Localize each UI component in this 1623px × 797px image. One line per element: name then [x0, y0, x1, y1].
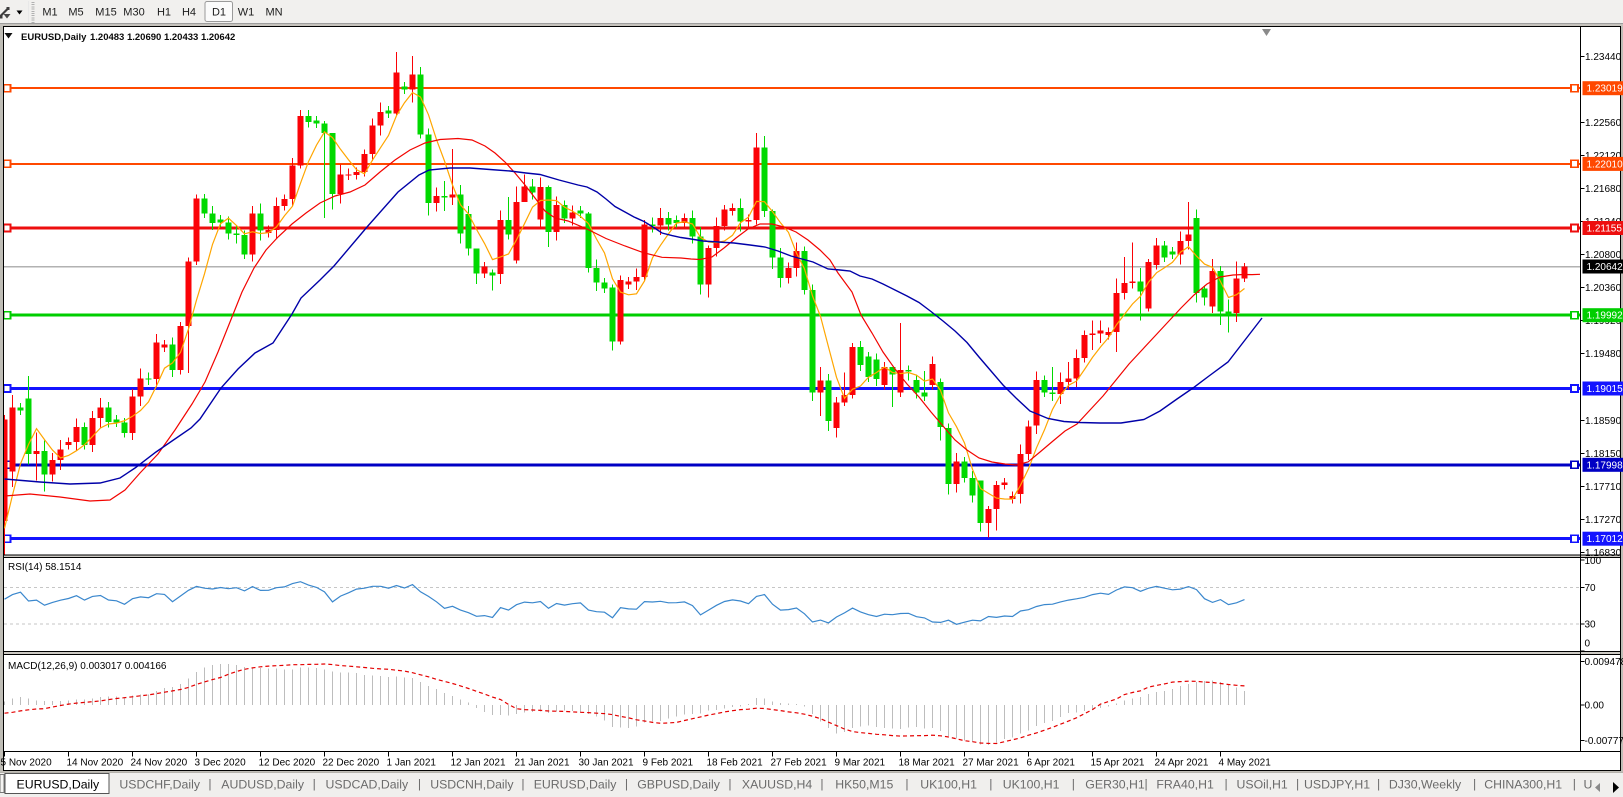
svg-text:AUDUSD,Daily: AUDUSD,Daily: [221, 778, 305, 792]
svg-text:30 Jan 2021: 30 Jan 2021: [579, 758, 634, 769]
svg-text:70: 70: [1585, 583, 1597, 594]
svg-text:1.21680: 1.21680: [1585, 184, 1622, 195]
svg-text:1.17710: 1.17710: [1585, 482, 1622, 493]
svg-text:DJ30,Weekly: DJ30,Weekly: [1389, 778, 1462, 792]
svg-text:9 Mar 2021: 9 Mar 2021: [835, 758, 886, 769]
svg-text:|: |: [1377, 777, 1380, 791]
svg-text:3 Dec 2020: 3 Dec 2020: [195, 758, 247, 769]
svg-text:|: |: [521, 777, 524, 791]
svg-text:1.17012: 1.17012: [1587, 534, 1623, 545]
svg-text:USDJPY,H1: USDJPY,H1: [1304, 778, 1370, 792]
svg-text:24 Nov 2020: 24 Nov 2020: [131, 758, 188, 769]
svg-text:100: 100: [1585, 556, 1602, 567]
svg-text:H4: H4: [182, 7, 196, 19]
svg-text:1.16830: 1.16830: [1585, 548, 1622, 559]
svg-text:18 Mar 2021: 18 Mar 2021: [899, 758, 956, 769]
svg-text:USDCAD,Daily: USDCAD,Daily: [326, 778, 410, 792]
svg-text:EURUSD,Daily: EURUSD,Daily: [21, 32, 87, 43]
svg-text:|: |: [1145, 777, 1148, 791]
svg-text:1.20360: 1.20360: [1585, 283, 1622, 294]
svg-text:12 Jan 2021: 12 Jan 2021: [451, 758, 506, 769]
svg-text:4 May 2021: 4 May 2021: [1219, 758, 1272, 769]
svg-text:0.009478: 0.009478: [1585, 657, 1623, 668]
svg-text:30: 30: [1585, 619, 1597, 630]
svg-text:M1: M1: [42, 7, 57, 19]
svg-text:1.21155: 1.21155: [1587, 224, 1623, 235]
svg-text:RSI(14) 58.1514: RSI(14) 58.1514: [8, 562, 82, 573]
svg-text:|: |: [820, 777, 823, 791]
svg-text:1.22010: 1.22010: [1587, 159, 1623, 170]
svg-text:XAUUSD,H4: XAUUSD,H4: [742, 778, 813, 792]
svg-text:1.23019: 1.23019: [1587, 84, 1623, 95]
svg-text:|: |: [728, 777, 731, 791]
svg-text:|: |: [989, 777, 992, 791]
svg-text:1.22120: 1.22120: [1585, 151, 1622, 162]
svg-text:H1: H1: [157, 7, 171, 19]
svg-text:UK100,H1: UK100,H1: [1003, 778, 1060, 792]
svg-text:-0.007778: -0.007778: [1585, 736, 1623, 747]
svg-text:|: |: [625, 777, 628, 791]
svg-text:1.22560: 1.22560: [1585, 118, 1622, 129]
svg-text:1.17270: 1.17270: [1585, 515, 1622, 526]
svg-text:18 Feb 2021: 18 Feb 2021: [707, 758, 764, 769]
svg-text:1.20483 1.20690 1.20433 1.2064: 1.20483 1.20690 1.20433 1.20642: [90, 32, 235, 43]
svg-text:GBPUSD,Daily: GBPUSD,Daily: [637, 778, 721, 792]
svg-text:CHINA300,H1: CHINA300,H1: [1484, 778, 1562, 792]
svg-text:|: |: [905, 777, 908, 791]
svg-text:|: |: [1573, 777, 1576, 791]
svg-text:22 Dec 2020: 22 Dec 2020: [323, 758, 380, 769]
svg-text:M15: M15: [95, 7, 116, 19]
svg-text:|: |: [1296, 777, 1299, 791]
svg-text:EURUSD,Daily: EURUSD,Daily: [17, 778, 101, 792]
svg-text:|: |: [418, 777, 421, 791]
svg-text:21 Jan 2021: 21 Jan 2021: [515, 758, 570, 769]
svg-text:|: |: [1072, 777, 1075, 791]
svg-text:1.23440: 1.23440: [1585, 52, 1622, 63]
svg-text:1.19015: 1.19015: [1587, 384, 1623, 395]
svg-text:6 Apr 2021: 6 Apr 2021: [1027, 758, 1076, 769]
svg-text:GER30,H1: GER30,H1: [1085, 778, 1145, 792]
svg-text:UK100,H1: UK100,H1: [920, 778, 977, 792]
svg-text:U: U: [1584, 778, 1593, 792]
svg-text:USOil,H1: USOil,H1: [1237, 778, 1288, 792]
svg-text:M5: M5: [68, 7, 83, 19]
svg-text:5 Nov 2020: 5 Nov 2020: [1, 758, 53, 769]
svg-text:24 Apr 2021: 24 Apr 2021: [1155, 758, 1209, 769]
svg-text:1.19480: 1.19480: [1585, 349, 1622, 360]
svg-text:D1: D1: [212, 7, 226, 19]
svg-text:15 Apr 2021: 15 Apr 2021: [1091, 758, 1145, 769]
svg-text:14 Nov 2020: 14 Nov 2020: [67, 758, 124, 769]
svg-text:1.20642: 1.20642: [1587, 262, 1623, 273]
svg-text:|: |: [313, 777, 316, 791]
svg-text:M30: M30: [123, 7, 144, 19]
svg-text:|: |: [1225, 777, 1228, 791]
svg-text:MACD(12,26,9) 0.003017 0.00416: MACD(12,26,9) 0.003017 0.004166: [8, 661, 167, 672]
svg-text:MN: MN: [265, 7, 282, 19]
svg-text:0: 0: [1585, 639, 1591, 650]
svg-text:27 Mar 2021: 27 Mar 2021: [963, 758, 1020, 769]
svg-text:W1: W1: [238, 7, 255, 19]
svg-text:1.17998: 1.17998: [1587, 460, 1623, 471]
svg-text:|: |: [208, 777, 211, 791]
svg-text:HK50,M15: HK50,M15: [835, 778, 893, 792]
svg-text:27 Feb 2021: 27 Feb 2021: [771, 758, 828, 769]
svg-text:USDCNH,Daily: USDCNH,Daily: [430, 778, 514, 792]
svg-text:|: |: [1473, 777, 1476, 791]
svg-text:1.18590: 1.18590: [1585, 416, 1622, 427]
svg-text:1 Jan 2021: 1 Jan 2021: [387, 758, 437, 769]
svg-text:FRA40,H1: FRA40,H1: [1156, 778, 1214, 792]
svg-text:USDCHF,Daily: USDCHF,Daily: [119, 778, 200, 792]
svg-text:EURUSD,Daily: EURUSD,Daily: [534, 778, 618, 792]
svg-text:0.00: 0.00: [1585, 701, 1605, 712]
svg-text:1.20800: 1.20800: [1585, 250, 1622, 261]
svg-text:1.18150: 1.18150: [1585, 449, 1622, 460]
svg-text:1.19992: 1.19992: [1587, 311, 1623, 322]
svg-text:9 Feb 2021: 9 Feb 2021: [643, 758, 694, 769]
svg-text:12 Dec 2020: 12 Dec 2020: [259, 758, 316, 769]
